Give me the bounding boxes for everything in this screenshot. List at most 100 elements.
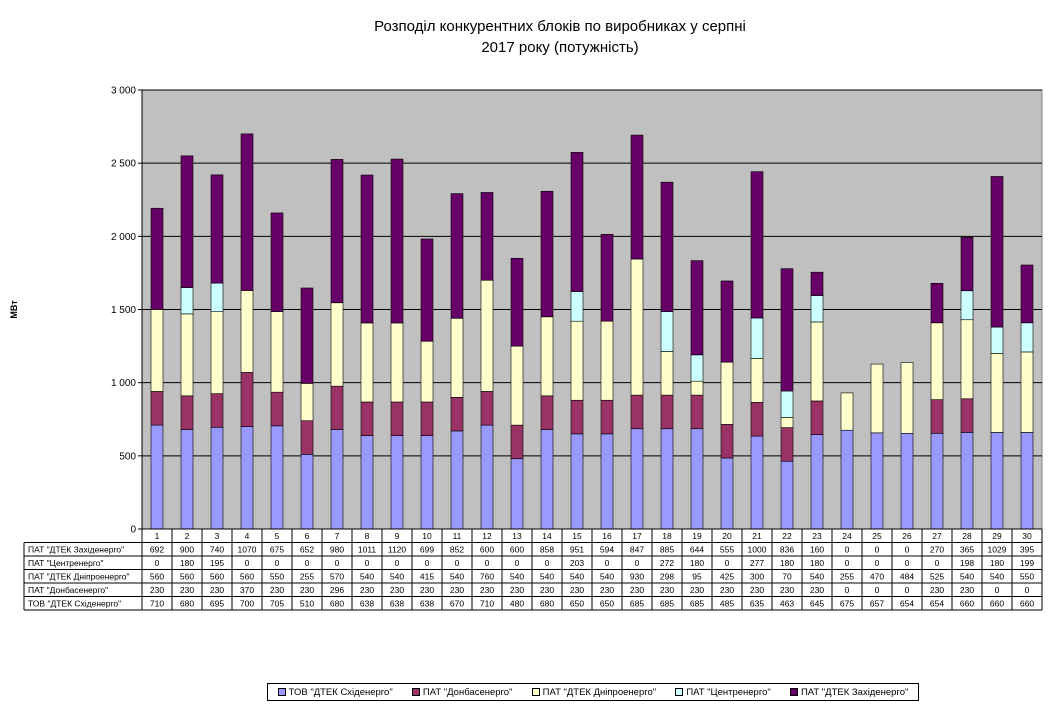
bar-segment-s5-c27 [930, 283, 944, 324]
table-cell-value: 654 [900, 599, 914, 609]
table-cell-value: 395 [1020, 545, 1034, 555]
y-axis-label: МВт [9, 300, 19, 319]
table-cell-value: 230 [570, 585, 584, 595]
table-cell-value: 180 [780, 558, 794, 568]
bar-segment-s5-c21 [750, 171, 764, 319]
table-cell-value: 540 [510, 572, 524, 582]
table-cell-value: 1000 [748, 545, 767, 555]
table-cell-value: 255 [300, 572, 314, 582]
table-cell-value: 296 [330, 585, 344, 595]
table-cell-value: 670 [450, 599, 464, 609]
x-category-label: 22 [782, 531, 792, 541]
bar-segment-s5-c12 [480, 192, 494, 281]
bar-segment-s1-c5 [270, 425, 284, 530]
table-cell-value: 695 [210, 599, 224, 609]
table-cell-value: 699 [420, 545, 434, 555]
table-cell-value: 484 [900, 572, 914, 582]
bar-segment-s5-c28 [960, 237, 974, 292]
table-cell-value: 710 [480, 599, 494, 609]
bar-segment-s3-c30 [1020, 351, 1034, 433]
table-cell-value: 0 [485, 558, 490, 568]
bar-segment-s4-c2 [180, 287, 194, 315]
bar-segment-s1-c25 [870, 432, 884, 530]
x-category-label: 26 [902, 531, 912, 541]
table-cell-value: 0 [545, 558, 550, 568]
bar-segment-s3-c15 [570, 320, 584, 401]
table-cell-value: 600 [510, 545, 524, 555]
table-cell-value: 657 [870, 599, 884, 609]
table-cell-value: 0 [935, 558, 940, 568]
x-category-label: 20 [722, 531, 732, 541]
x-category-label: 1 [155, 531, 160, 541]
bar-segment-s3-c2 [180, 313, 194, 397]
table-cell-value: 1070 [238, 545, 257, 555]
table-cell-value: 298 [660, 572, 674, 582]
x-category-label: 13 [512, 531, 522, 541]
x-category-label: 24 [842, 531, 852, 541]
table-cell-value: 300 [750, 572, 764, 582]
table-cell-value: 180 [690, 558, 704, 568]
bar-segment-s3-c16 [600, 320, 614, 401]
table-cell-value: 230 [540, 585, 554, 595]
bar-segment-s2-c7 [330, 385, 344, 430]
bar-segment-s3-c28 [960, 319, 974, 400]
bar-segment-s2-c18 [660, 394, 674, 430]
table-cell-value: 0 [995, 585, 1000, 595]
table-cell-value: 685 [690, 599, 704, 609]
bar-segment-s2-c28 [960, 398, 974, 433]
bar-segment-s2-c19 [690, 394, 704, 430]
x-category-label: 21 [752, 531, 762, 541]
table-cell-value: 540 [540, 572, 554, 582]
table-cell-value: 660 [1020, 599, 1034, 609]
table-cell-value: 230 [630, 585, 644, 595]
bar-segment-s5-c18 [660, 181, 674, 312]
bar-segment-s3-c12 [480, 279, 494, 392]
bar-segment-s5-c15 [570, 152, 584, 292]
table-cell-value: 365 [960, 545, 974, 555]
legend: ТОВ "ДТЕК Східенерго" ПАТ "Донбасенерго" П… [267, 683, 919, 701]
table-cell-value: 700 [240, 599, 254, 609]
table-cell-value: 0 [395, 558, 400, 568]
table-cell-value: 0 [875, 545, 880, 555]
x-category-label: 25 [872, 531, 882, 541]
bar-segment-s3-c25 [870, 363, 884, 434]
table-cell-value: 858 [540, 545, 554, 555]
legend-item: ПАТ "ДТЕК Західенерго" [789, 687, 908, 698]
bar-segment-s5-c3 [210, 174, 224, 284]
table-cell-value: 540 [810, 572, 824, 582]
bar-segment-s5-c9 [390, 158, 404, 324]
table-cell-value: 650 [570, 599, 584, 609]
table-cell-value: 852 [450, 545, 464, 555]
bar-segment-s4-c15 [570, 291, 584, 322]
y-tick-label: 2 500 [111, 159, 136, 170]
bar-segment-s3-c13 [510, 345, 524, 426]
table-cell-value: 540 [960, 572, 974, 582]
table-cell-value: 230 [180, 585, 194, 595]
bar-segment-s1-c8 [360, 435, 374, 530]
bar-segment-s1-c17 [630, 428, 644, 530]
bar-segment-s4-c21 [750, 317, 764, 359]
table-cell-value: 480 [510, 599, 524, 609]
table-cell-value: 230 [660, 585, 674, 595]
table-cell-value: 180 [810, 558, 824, 568]
table-cell-value: 230 [480, 585, 494, 595]
table-cell-value: 675 [270, 545, 284, 555]
table-cell-value: 525 [930, 572, 944, 582]
bar-segment-s2-c4 [240, 372, 254, 427]
bar-segment-s1-c30 [1020, 432, 1034, 530]
bar-segment-s2-c21 [750, 402, 764, 437]
table-row-label: ПАТ "ДТЕК Дніпроенерго" [28, 572, 130, 582]
legend-item: ТОВ "ДТЕК Східенерго" [277, 687, 393, 698]
table-cell-value: 680 [540, 599, 554, 609]
bar-segment-s1-c4 [240, 426, 254, 530]
table-cell-value: 0 [605, 558, 610, 568]
table-cell-value: 180 [180, 558, 194, 568]
table-cell-value: 230 [210, 585, 224, 595]
table-cell-value: 540 [600, 572, 614, 582]
bar-segment-s5-c11 [450, 193, 464, 319]
table-cell-value: 885 [660, 545, 674, 555]
table-cell-value: 570 [330, 572, 344, 582]
x-category-label: 30 [1022, 531, 1032, 541]
bar-segment-s4-c30 [1020, 322, 1034, 353]
